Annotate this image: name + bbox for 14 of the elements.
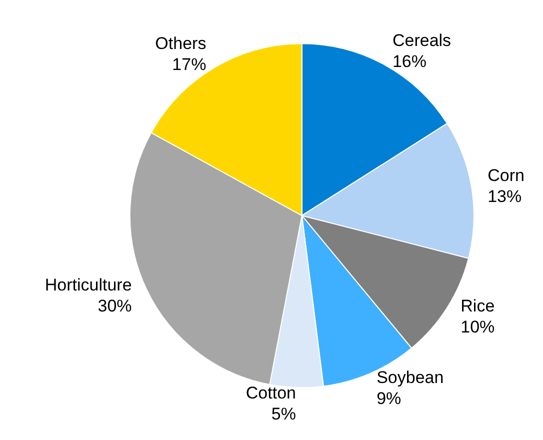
slice-label: Cereals bbox=[392, 30, 452, 50]
data-label: 17% bbox=[172, 54, 206, 74]
slice-label: Cotton bbox=[246, 384, 296, 403]
slice-label: Corn bbox=[488, 166, 524, 186]
data-label: 10% bbox=[460, 317, 495, 336]
data-label: 5% bbox=[271, 404, 296, 424]
slice-label: Soybean bbox=[376, 368, 444, 388]
data-label: 30% bbox=[98, 296, 132, 316]
slice-label: Others bbox=[155, 34, 206, 53]
slice-label: Horticulture bbox=[44, 276, 132, 295]
slice-label: Rice bbox=[460, 296, 495, 316]
data-label: 9% bbox=[376, 389, 402, 408]
data-label: 13% bbox=[488, 187, 522, 206]
data-label: 16% bbox=[392, 52, 427, 71]
